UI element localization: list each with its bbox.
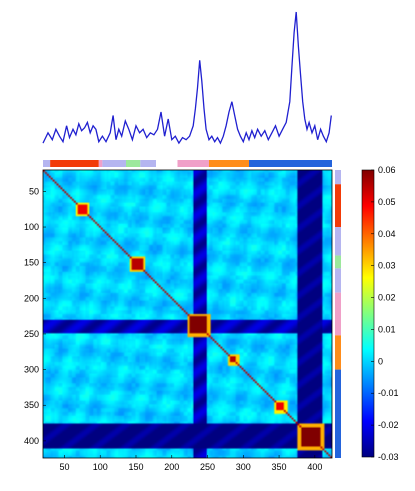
segment-bar-top-block	[102, 160, 126, 167]
segment-bar-right-block	[335, 255, 341, 269]
x-tick-label: 200	[164, 462, 179, 472]
correlation-heatmap	[43, 170, 332, 458]
segment-bar-right-block	[335, 292, 341, 336]
segment-bar-top-block	[50, 160, 99, 167]
x-axis: 50 100 150 200 250 300 350 400	[59, 455, 322, 472]
y-tick-label: 200	[24, 293, 39, 303]
segment-bar-right	[335, 170, 341, 458]
colorbar-tick-label: 0.01	[378, 324, 396, 334]
x-tick-label: 150	[128, 462, 143, 472]
segment-bar-top-block	[177, 160, 209, 167]
segment-bar-right-block	[335, 369, 341, 458]
x-tick-label: 50	[59, 462, 69, 472]
colorbar-scale	[361, 169, 375, 458]
colorbar-tick-label: 0.03	[378, 261, 396, 271]
y-tick-label: 100	[24, 222, 39, 232]
y-tick-label: 150	[24, 258, 39, 268]
colorbar-tick-label: 0	[378, 356, 383, 366]
y-tick-label: 300	[24, 365, 39, 375]
colorbar-tick-label: -0.01	[378, 388, 399, 398]
x-tick-label: 400	[307, 462, 322, 472]
colorbar-tick-label: 0.02	[378, 293, 396, 303]
y-axis: 50 100 150 200 250 300 350 400	[24, 186, 46, 446]
segment-bar-top-block	[249, 160, 332, 167]
segment-bar-top-block	[156, 160, 178, 167]
segment-bar-top-block	[208, 160, 250, 167]
segment-bar-top	[43, 160, 332, 167]
y-tick-label: 50	[29, 186, 39, 196]
segment-bar-top-block	[125, 160, 141, 167]
heatmap-frame	[42, 169, 333, 459]
y-tick-label: 350	[24, 400, 39, 410]
profile-line	[42, 11, 332, 145]
x-tick-label: 250	[200, 462, 215, 472]
x-tick-label: 350	[272, 462, 287, 472]
y-tick-label: 400	[24, 436, 39, 446]
colorbar-tick-label: 0.05	[378, 197, 396, 207]
x-tick-label: 300	[236, 462, 251, 472]
y-tick-label: 250	[24, 329, 39, 339]
segment-bar-right-block	[335, 227, 341, 256]
segment-bar-top-block	[140, 160, 157, 167]
x-tick-label: 100	[93, 462, 108, 472]
segment-bar-top-block	[98, 160, 103, 167]
segment-bar-top-block	[43, 160, 51, 167]
colorbar-tick-label: -0.03	[378, 452, 399, 462]
colorbar-tick-label: 0.04	[378, 229, 396, 239]
segment-bar-right-block	[335, 184, 341, 228]
colorbar-tick-label: -0.02	[378, 420, 399, 430]
colorbar-tick-label: 0.06	[378, 165, 396, 175]
profile-plot	[42, 11, 332, 145]
segment-bar-right-block	[335, 268, 341, 293]
segment-bar-right-block	[335, 170, 341, 185]
colorbar: 0.06 0.05 0.04 0.03 0.02 0.01 0 -0.01 -0.02 -0.03	[361, 165, 399, 462]
segment-bar-right-block	[335, 335, 341, 370]
